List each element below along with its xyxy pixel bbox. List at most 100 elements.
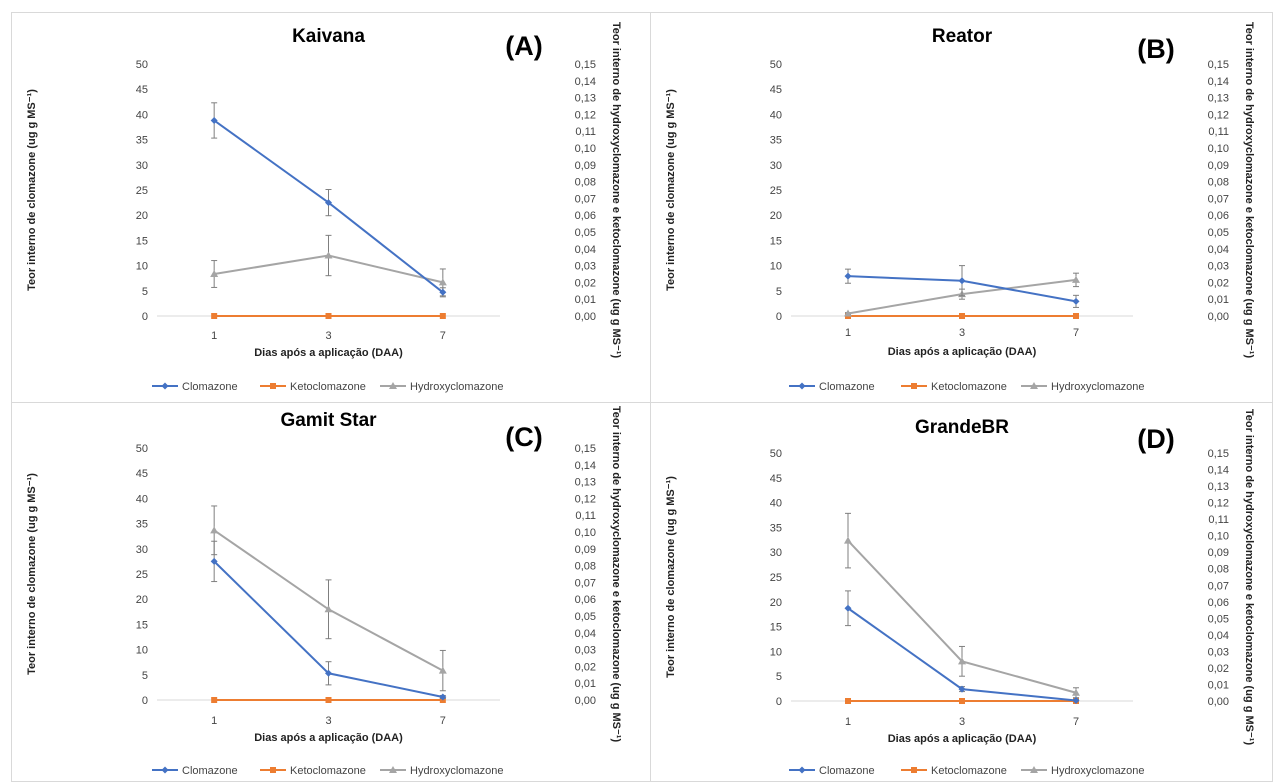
panel-label: (D) <box>1137 424 1174 454</box>
data-point <box>211 313 218 319</box>
legend-marker <box>1030 382 1038 389</box>
data-point <box>324 605 333 613</box>
y-right-tick-label: 0,12 <box>1208 498 1229 510</box>
y-left-axis-label: Teor interno de clomazone (ug g MS⁻¹) <box>665 89 677 291</box>
y-left-tick-label: 25 <box>770 572 782 584</box>
data-point <box>439 288 447 296</box>
series-clomazone <box>210 102 447 298</box>
legend-marker <box>389 766 397 773</box>
y-right-tick-label: 0,01 <box>1208 679 1229 691</box>
y-right-tick-label: 0,05 <box>1208 227 1229 239</box>
y-right-tick-label: 0,03 <box>1208 261 1229 273</box>
legend-label: Ketoclomazone <box>290 765 366 777</box>
chart-panel-reator: Reator (B) 0 5 10 15 20 25 30 35 40 45 50 0,00 0,01 0,0… <box>650 12 1273 403</box>
legend-label: Ketoclomazone <box>290 381 366 393</box>
y-right-tick-label: 0,15 <box>1208 448 1229 460</box>
data-point <box>844 536 852 544</box>
chart-title: Kaivana <box>292 26 365 47</box>
legend-label: Clomazone <box>819 381 875 393</box>
y-left-tick-label: 35 <box>136 519 148 531</box>
y-left-tick-label: 5 <box>142 670 148 682</box>
legend-label: Hydroxyclomazone <box>1051 765 1145 777</box>
data-point <box>210 116 218 124</box>
x-tick-label: 3 <box>959 327 965 339</box>
y-right-tick-label: 0,09 <box>1208 547 1229 559</box>
y-left-tick-label: 20 <box>770 597 782 609</box>
data-point <box>325 669 332 677</box>
legend-marker <box>389 382 397 389</box>
panel-label: (B) <box>1137 34 1174 64</box>
x-tick-label: 1 <box>845 327 851 339</box>
y-left-tick-label: 10 <box>136 645 148 657</box>
y-right-tick-label: 0,12 <box>575 109 596 121</box>
y-left-tick-label: 0 <box>142 695 148 707</box>
y-right-axis-label: Teor interno de hydroxyclomazone e ketoc… <box>610 406 622 743</box>
y-right-tick-label: 0,05 <box>575 227 596 239</box>
legend-label: Hydroxyclomazone <box>1051 381 1145 393</box>
x-tick-label: 1 <box>211 330 217 342</box>
y-right-tick-label: 0,00 <box>1208 696 1229 708</box>
y-left-tick-label: 30 <box>136 544 148 556</box>
chart-panel-gamit-star: Gamit Star (C) 0 5 10 15 20 25 30 35 40 45 50 0,00 0,0… <box>11 402 651 782</box>
chart-svg-reator: Reator (B) 0 5 10 15 20 25 30 35 40 45 50 0,00 0,01 0,0… <box>665 22 1255 393</box>
data-point <box>325 697 332 703</box>
legend-item: Hydroxyclomazone <box>380 765 504 777</box>
y-left-tick-label: 50 <box>770 448 782 460</box>
y-right-tick-label: 0,12 <box>575 493 596 505</box>
y-right-tick-label: 0,02 <box>575 277 596 289</box>
y-left-tick-label: 10 <box>770 646 782 658</box>
chart-panel-kaivana: Kaivana (A) 0 5 10 15 20 25 30 35 40 45 50 0,00 0,01 0,… <box>11 12 651 403</box>
series-clomazone <box>210 540 447 701</box>
data-point <box>439 693 447 701</box>
y-left-tick-label: 5 <box>776 286 782 298</box>
legend: Clomazone Ketoclomazone Hydroxyclomazone <box>152 381 504 393</box>
y-left-axis-label: Teor interno de clomazone (ug g MS⁻¹) <box>26 473 38 675</box>
data-point <box>958 277 966 285</box>
data-point <box>211 697 218 703</box>
panel-label: (C) <box>505 422 542 452</box>
legend-marker <box>270 383 276 389</box>
y-right-tick-label: 0,01 <box>575 678 596 690</box>
y-right-tick-label: 0,00 <box>1208 311 1229 323</box>
chart-panel-grandebr: GrandeBR (D) 0 5 10 15 20 25 30 35 40 45 50 0,00 0,01 0… <box>650 402 1273 782</box>
data-point <box>438 278 447 286</box>
y-right-tick-label: 0,07 <box>1208 193 1229 205</box>
y-right-tick-label: 0,15 <box>1208 59 1229 71</box>
y-right-tick-label: 0,03 <box>575 645 596 657</box>
y-right-tick-label: 0,01 <box>575 294 596 306</box>
legend-item: Clomazone <box>152 765 238 777</box>
y-right-tick-label: 0,11 <box>575 126 596 138</box>
y-left-tick-label: 30 <box>136 160 148 172</box>
y-right-tick-label: 0,08 <box>575 177 596 189</box>
legend-item: Ketoclomazone <box>260 381 366 393</box>
y-right-tick-label: 0,10 <box>1208 143 1229 155</box>
y-left-tick-label: 35 <box>136 135 148 147</box>
data-point <box>210 526 219 534</box>
series-clomazone <box>844 265 1080 308</box>
legend-marker <box>1030 766 1038 773</box>
y-right-tick-label: 0,14 <box>575 76 596 88</box>
y-right-tick-label: 0,13 <box>1208 93 1229 105</box>
y-right-tick-label: 0,09 <box>575 160 596 172</box>
series-hydroxyclomazone <box>210 505 447 692</box>
y-left-tick-label: 25 <box>136 569 148 581</box>
y-left-tick-label: 15 <box>136 619 148 631</box>
data-point <box>1073 313 1079 319</box>
y-left-tick-label: 15 <box>770 622 782 634</box>
x-axis-label: Dias após a aplicação (DAA) <box>254 732 403 744</box>
y-left-tick-label: 25 <box>136 185 148 197</box>
legend-label: Ketoclomazone <box>931 381 1007 393</box>
legend-item: Hydroxyclomazone <box>1021 381 1145 393</box>
y-left-axis-label: Teor interno de clomazone (ug g MS⁻¹) <box>26 89 38 291</box>
y-left-tick-label: 15 <box>136 235 148 247</box>
data-point <box>844 604 852 612</box>
x-tick-label: 7 <box>440 715 446 727</box>
x-tick-label: 7 <box>440 330 446 342</box>
y-left-tick-label: 50 <box>136 443 148 455</box>
y-right-tick-label: 0,10 <box>575 143 596 155</box>
data-point <box>844 272 852 280</box>
y-right-tick-label: 0,08 <box>1208 177 1229 189</box>
x-axis-label: Dias após a aplicação (DAA) <box>888 346 1037 358</box>
legend-label: Hydroxyclomazone <box>410 381 504 393</box>
y-right-tick-label: 0,10 <box>1208 531 1229 543</box>
